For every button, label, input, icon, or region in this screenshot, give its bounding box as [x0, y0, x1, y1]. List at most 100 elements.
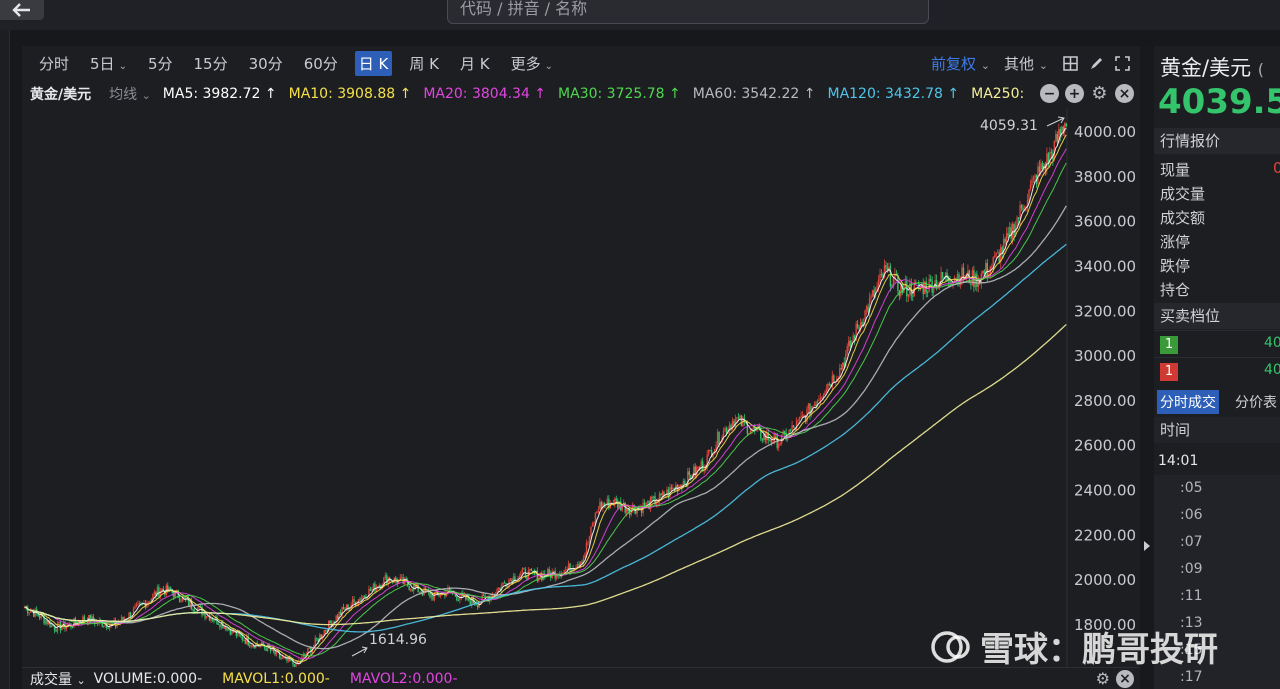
candle-body: [34, 609, 36, 617]
candle-body: [475, 604, 477, 606]
close-icon[interactable]: ×: [1115, 84, 1134, 103]
candle-body: [89, 615, 92, 623]
candle-body: [736, 417, 738, 419]
back-button[interactable]: [0, 0, 44, 20]
candle-body: [360, 597, 363, 601]
candle-body: [949, 281, 951, 285]
candle-body: [709, 450, 711, 452]
period-tab[interactable]: 日 K: [354, 50, 393, 76]
search-input[interactable]: 代码 / 拼音 / 名称: [447, 0, 929, 24]
candle-body: [92, 616, 94, 621]
candle-body: [1022, 207, 1024, 211]
ma-line-ma60: [24, 205, 1067, 650]
tab-price-table[interactable]: 分价表: [1235, 395, 1277, 411]
candle-body: [192, 608, 194, 612]
candle-body: [813, 404, 816, 406]
candle-body: [795, 420, 798, 431]
period-tab[interactable]: 5日 ⌄: [90, 54, 127, 73]
candle-body: [469, 600, 471, 605]
period-toolbar: 分时 5日 ⌄ 5分 15分 30分 60分日 K 周 K 月 K 更多 ⌄: [22, 46, 1140, 80]
candle-body: [205, 616, 208, 618]
candle-body: [645, 502, 647, 507]
candle-body: [614, 498, 616, 506]
period-tab[interactable]: 15分: [193, 54, 228, 73]
candle-body: [740, 415, 743, 427]
candle-body: [853, 335, 856, 341]
other-dropdown[interactable]: 其他 ⌄: [1003, 54, 1048, 73]
candle-body: [369, 588, 372, 591]
fullscreen-icon[interactable]: [1114, 55, 1130, 71]
grid-layout-icon[interactable]: [1062, 55, 1078, 71]
candle-body: [298, 661, 300, 664]
candle-body: [73, 618, 75, 628]
candle-body: [777, 443, 780, 448]
candle-body: [754, 426, 756, 430]
candle-body: [658, 493, 661, 502]
zoom-in-icon[interactable]: +: [1065, 84, 1084, 103]
adjust-dropdown[interactable]: 前复权 ⌄: [930, 54, 990, 73]
settings-gear-icon[interactable]: ⚙: [1091, 82, 1108, 104]
period-tab[interactable]: 5分: [147, 54, 173, 73]
candle-body: [606, 498, 609, 505]
candle-body: [912, 295, 914, 297]
kline-chart[interactable]: 4000.00 3800.00 3600.00 3400.00 3200.00 3000.…: [22, 108, 1140, 667]
tab-tick-trades[interactable]: 分时成交: [1157, 390, 1219, 414]
ma-legend-item: MA250:: [971, 86, 1025, 102]
candle-body: [459, 598, 461, 601]
ma-legend-item: MA10: 3908.88 ↑: [288, 86, 412, 102]
volume-dropdown[interactable]: 成交量 ⌄: [30, 671, 86, 688]
candle-body: [432, 594, 434, 600]
candle-body: [576, 563, 579, 568]
candle-body: [287, 657, 290, 661]
candle-body: [822, 395, 825, 398]
candle-body: [316, 637, 318, 639]
candle-body: [520, 572, 522, 576]
zoom-out-icon[interactable]: −: [1040, 84, 1059, 103]
candle-body: [718, 432, 720, 444]
volume-legend-bar: 成交量 ⌄ VOLUME:0.000- MAVOL1:0.000- MAVOL2…: [22, 667, 1140, 689]
candle-body: [944, 272, 947, 279]
candle-body: [581, 561, 583, 564]
period-tab[interactable]: 分时: [39, 54, 70, 73]
candle-body: [848, 340, 850, 347]
candle-body: [873, 290, 875, 297]
candle-body: [411, 589, 413, 591]
candle-body: [547, 569, 549, 577]
candle-body: [302, 654, 305, 657]
candle-body: [137, 603, 139, 605]
candle-body: [368, 588, 370, 598]
candle-body: [240, 633, 242, 636]
candle-body: [731, 420, 734, 429]
ma-legend-item: MA30: 3725.78 ↑: [558, 86, 681, 102]
candle-body: [1041, 163, 1044, 170]
candle-body: [623, 502, 625, 507]
candle-body: [1058, 129, 1060, 143]
candle-body: [409, 589, 412, 591]
candle-body: [883, 265, 886, 278]
candle-body: [38, 615, 41, 619]
candle-body: [325, 630, 327, 632]
period-tab[interactable]: 月 K: [460, 54, 490, 73]
period-tab[interactable]: 周 K: [409, 54, 439, 73]
draw-pen-icon[interactable]: [1088, 55, 1104, 71]
indicator-dropdown[interactable]: 均线 ⌄: [109, 87, 151, 103]
candle-body: [697, 466, 699, 468]
candle-body: [152, 594, 154, 599]
period-tab[interactable]: 30分: [248, 54, 283, 73]
period-tab[interactable]: 60分: [303, 54, 338, 73]
candle-body: [156, 587, 159, 596]
candle-body: [481, 594, 483, 603]
candle-body: [252, 645, 254, 647]
period-tab[interactable]: 更多 ⌄: [510, 54, 554, 73]
candle-body: [503, 582, 506, 584]
candle-body: [664, 496, 667, 498]
candle-body: [1002, 238, 1005, 254]
collapse-arrow-icon[interactable]: [1143, 540, 1151, 552]
candle-body: [868, 298, 871, 312]
candle-body: [408, 585, 410, 591]
candle-body: [1056, 134, 1059, 143]
candle-body: [1031, 180, 1033, 185]
volume-settings-icon[interactable]: ⚙: [1095, 669, 1110, 688]
candle-body: [986, 262, 988, 276]
volume-close-icon[interactable]: ×: [1116, 670, 1134, 688]
